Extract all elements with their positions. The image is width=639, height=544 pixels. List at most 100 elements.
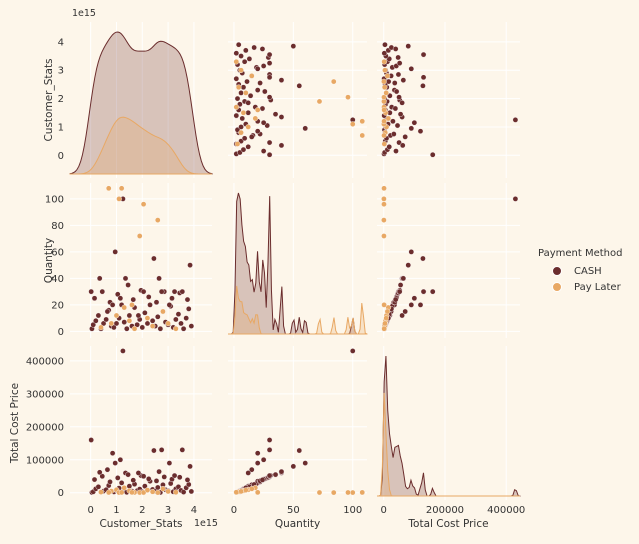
point-pay-later bbox=[154, 489, 161, 496]
point-pay-later bbox=[382, 320, 388, 327]
point-pay-later bbox=[359, 132, 366, 139]
point-cash bbox=[112, 460, 118, 466]
point-cash bbox=[179, 447, 186, 453]
point-pay-later bbox=[381, 78, 387, 85]
point-cash bbox=[411, 119, 418, 126]
point-cash bbox=[107, 479, 113, 485]
point-cash bbox=[402, 134, 408, 140]
x-tick-label: 2 bbox=[139, 505, 145, 516]
point-cash bbox=[420, 83, 426, 89]
point-cash bbox=[233, 50, 240, 57]
legend-item-pay-later: Pay Later bbox=[538, 279, 622, 295]
y-tick-label: 100000 bbox=[26, 455, 64, 466]
point-cash bbox=[387, 92, 393, 99]
point-cash bbox=[260, 456, 267, 463]
point-pay-later bbox=[316, 98, 323, 105]
point-pay-later bbox=[144, 487, 151, 493]
point-cash bbox=[396, 60, 403, 66]
point-cash bbox=[396, 139, 402, 146]
x-axis-label: Total Cost Price bbox=[407, 518, 488, 530]
point-pay-later bbox=[243, 487, 249, 493]
point-pay-later bbox=[349, 121, 356, 127]
point-cash bbox=[175, 311, 182, 317]
point-cash bbox=[393, 148, 399, 154]
point-cash bbox=[111, 324, 117, 331]
point-cash bbox=[100, 320, 107, 327]
point-cash bbox=[183, 315, 189, 321]
point-cash bbox=[118, 480, 125, 486]
point-pay-later bbox=[165, 488, 171, 495]
point-cash bbox=[392, 105, 399, 112]
point-cash bbox=[417, 128, 424, 134]
point-pay-later bbox=[118, 185, 125, 192]
point-cash bbox=[392, 296, 399, 303]
x-tick-label: 200000 bbox=[426, 505, 464, 516]
x-tick-label: 0 bbox=[87, 505, 93, 516]
point-cash bbox=[158, 447, 165, 453]
point-cash bbox=[124, 325, 130, 332]
point-cash bbox=[109, 302, 116, 308]
y-tick-label: 20 bbox=[51, 300, 64, 311]
kde-pay-later-customer-stats bbox=[69, 116, 212, 175]
point-pay-later bbox=[238, 488, 244, 495]
point-cash bbox=[243, 47, 249, 54]
point-pay-later bbox=[345, 489, 351, 496]
point-cash bbox=[272, 471, 279, 478]
point-cash bbox=[266, 60, 273, 66]
point-pay-later bbox=[359, 118, 366, 125]
point-pay-later bbox=[129, 302, 135, 308]
point-cash bbox=[246, 56, 253, 62]
point-cash bbox=[95, 312, 102, 319]
point-cash bbox=[290, 43, 297, 49]
point-cash bbox=[266, 151, 273, 158]
point-cash bbox=[113, 320, 120, 327]
point-cash bbox=[420, 74, 427, 81]
point-cash bbox=[109, 450, 116, 456]
point-cash bbox=[154, 314, 161, 320]
point-cash bbox=[257, 80, 263, 86]
point-pay-later bbox=[381, 58, 387, 65]
point-cash bbox=[176, 474, 183, 481]
kde-cash-customer-stats bbox=[69, 31, 213, 175]
legend-label-cash: CASH bbox=[574, 265, 602, 277]
point-pay-later bbox=[330, 489, 337, 496]
point-cash bbox=[117, 456, 124, 463]
point-pay-later bbox=[105, 185, 112, 192]
point-cash bbox=[262, 88, 268, 95]
point-pay-later bbox=[382, 67, 388, 74]
point-pay-later bbox=[383, 90, 389, 96]
point-cash bbox=[91, 476, 98, 483]
point-cash bbox=[382, 41, 388, 48]
point-pay-later bbox=[381, 325, 387, 332]
point-cash bbox=[238, 53, 244, 59]
kde-pay-later-total-cost-price bbox=[376, 392, 520, 497]
point-cash bbox=[397, 282, 404, 288]
point-cash bbox=[392, 46, 399, 52]
point-pay-later bbox=[381, 141, 388, 147]
point-cash bbox=[429, 288, 436, 295]
point-pay-later bbox=[349, 489, 356, 496]
point-cash bbox=[247, 92, 254, 99]
x-tick-label: 100 bbox=[343, 505, 362, 516]
point-cash bbox=[241, 135, 248, 142]
point-cash bbox=[391, 80, 398, 86]
point-cash bbox=[278, 468, 285, 475]
point-cash bbox=[130, 477, 137, 484]
point-cash bbox=[171, 288, 178, 295]
point-cash bbox=[184, 477, 191, 483]
point-cash bbox=[396, 288, 403, 295]
point-pay-later bbox=[136, 233, 143, 239]
point-cash bbox=[90, 321, 97, 328]
point-cash bbox=[88, 288, 94, 295]
point-cash bbox=[122, 275, 129, 282]
point-cash bbox=[91, 295, 98, 302]
point-cash bbox=[239, 115, 246, 122]
point-pay-later bbox=[233, 489, 240, 496]
point-pay-later bbox=[384, 73, 391, 79]
point-cash bbox=[259, 46, 266, 52]
point-pay-later bbox=[160, 485, 166, 492]
point-cash bbox=[166, 302, 173, 308]
point-cash bbox=[139, 324, 146, 331]
point-pay-later bbox=[248, 73, 255, 79]
legend-title: Payment Method bbox=[538, 248, 623, 259]
